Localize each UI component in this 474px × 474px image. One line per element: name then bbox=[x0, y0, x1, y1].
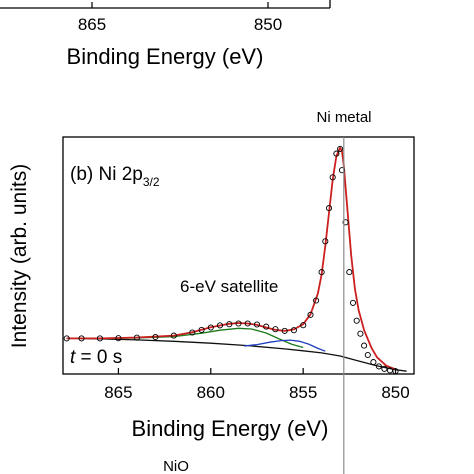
x-axis-ticks: 865 860 855 850 bbox=[104, 368, 410, 402]
fit-curve bbox=[66, 146, 396, 371]
data-point-marker bbox=[313, 297, 320, 304]
time-annotation-italic: t bbox=[70, 347, 76, 368]
x-tick-label-850: 850 bbox=[381, 383, 409, 402]
data-point-marker bbox=[115, 335, 122, 342]
data-point-marker bbox=[300, 322, 307, 329]
plot-frame bbox=[62, 136, 415, 375]
data-point-marker bbox=[96, 335, 103, 342]
data-point-marker bbox=[207, 324, 214, 331]
data-point-marker bbox=[381, 365, 388, 372]
panel-label: (b) Ni 2p3/2 bbox=[70, 164, 160, 189]
data-point-marker bbox=[226, 321, 233, 328]
data-point-marker bbox=[198, 326, 205, 333]
data-point-marker bbox=[333, 150, 340, 157]
top-panel-tick-label-865: 865 bbox=[78, 15, 106, 34]
data-point-marker bbox=[322, 238, 329, 245]
data-point-marker bbox=[281, 327, 288, 334]
data-point-marker bbox=[235, 320, 242, 327]
y-axis-title: Intensity (arb. units) bbox=[8, 164, 31, 348]
data-point-marker bbox=[353, 317, 360, 324]
data-point-marker bbox=[189, 329, 196, 336]
x-axis-title: Binding Energy (eV) bbox=[132, 416, 329, 441]
data-point-marker bbox=[307, 311, 314, 318]
data-point-marker bbox=[263, 323, 270, 330]
top-panel: 865 850 Binding Energy (eV) bbox=[0, 0, 331, 69]
top-panel-tick-label-850: 850 bbox=[254, 15, 282, 34]
x-tick-label-865: 865 bbox=[104, 383, 132, 402]
component-curve bbox=[243, 339, 326, 352]
panel-label-subscript: 3/2 bbox=[143, 175, 160, 189]
data-point-marker bbox=[370, 359, 377, 366]
satellite-annotation: 6-eV satellite bbox=[180, 277, 278, 296]
data-point-marker bbox=[342, 219, 349, 226]
data-point-marker bbox=[361, 342, 368, 349]
ni-metal-label: Ni metal bbox=[316, 109, 371, 126]
data-point-marker bbox=[133, 334, 140, 341]
panel-label-main: (b) Ni 2p bbox=[70, 164, 143, 185]
data-point-marker bbox=[375, 363, 382, 370]
data-point-marker bbox=[337, 145, 344, 152]
data-point-marker bbox=[272, 326, 279, 333]
x-tick-label-860: 860 bbox=[197, 383, 225, 402]
data-point-marker bbox=[170, 332, 177, 339]
time-annotation: t = 0 s bbox=[70, 347, 122, 368]
top-panel-x-axis-title: Binding Energy (eV) bbox=[67, 44, 264, 69]
x-tick-label-855: 855 bbox=[289, 383, 317, 402]
data-point-marker bbox=[78, 335, 85, 342]
data-point-marker bbox=[290, 327, 297, 334]
time-annotation-text: = 0 s bbox=[75, 347, 122, 368]
data-point-marker bbox=[357, 330, 364, 337]
main-panel: Ni metal (b) Ni 2p3/2 6-eV satellite t =… bbox=[8, 109, 415, 474]
data-point-marker bbox=[325, 205, 333, 212]
data-point-marker bbox=[349, 299, 357, 306]
data-point-marker bbox=[318, 269, 325, 276]
nio-label: NiO bbox=[163, 458, 189, 474]
data-point-marker bbox=[244, 320, 251, 327]
data-point-marker bbox=[338, 167, 346, 174]
plot-area bbox=[63, 145, 407, 375]
data-point-marker bbox=[364, 351, 371, 359]
data-point-marker bbox=[216, 322, 224, 329]
data-point-marker bbox=[329, 174, 336, 181]
data-point-marker bbox=[152, 333, 159, 341]
data-point-marker bbox=[253, 321, 261, 328]
data-point-marker bbox=[63, 335, 70, 342]
data-point-marker bbox=[346, 269, 353, 276]
